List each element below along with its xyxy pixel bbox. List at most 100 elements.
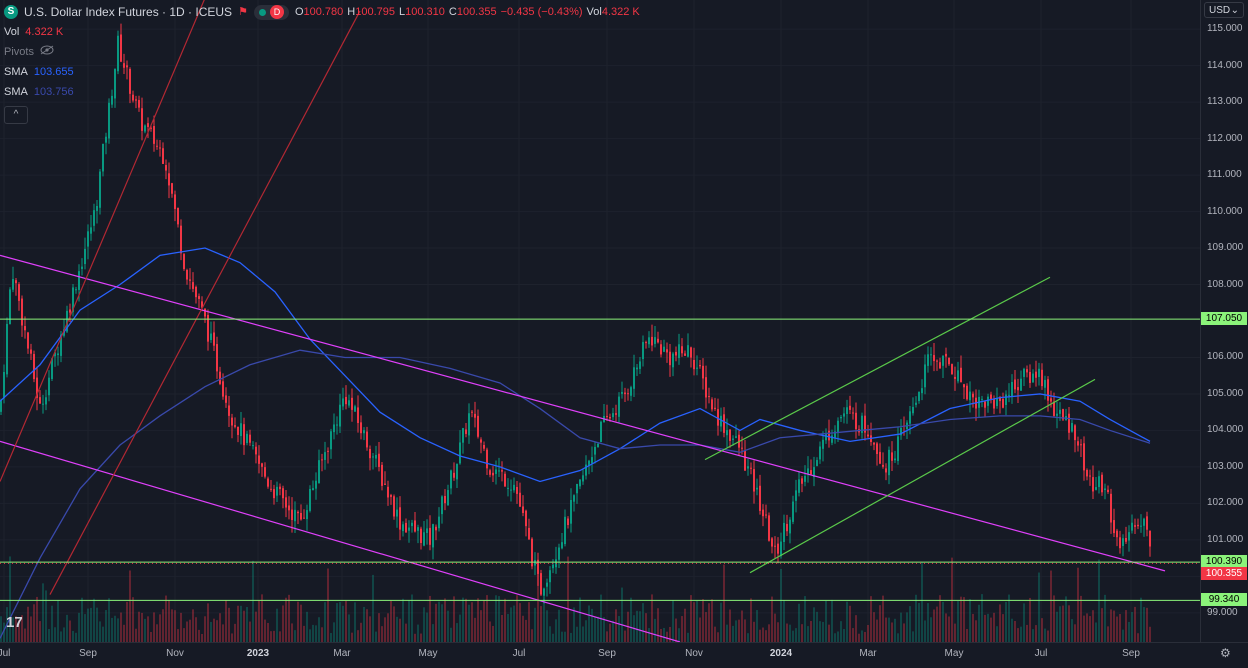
market-open-dot-icon bbox=[258, 8, 266, 16]
candle-body bbox=[675, 351, 677, 356]
candle-body bbox=[1062, 409, 1064, 420]
volume-bar bbox=[966, 629, 968, 642]
volume-bar bbox=[1092, 610, 1094, 642]
volume-bar bbox=[960, 596, 962, 642]
volume-bar bbox=[186, 621, 188, 642]
collapse-legend-button[interactable]: ^ bbox=[4, 106, 28, 124]
chart-pane[interactable]: S U.S. Dollar Index Futures · 1D · ICEUS… bbox=[0, 0, 1200, 642]
candle-body bbox=[582, 475, 584, 482]
candle-body bbox=[501, 470, 503, 472]
volume-bar bbox=[429, 595, 431, 642]
volume-bar bbox=[657, 608, 659, 642]
price-tick-label: 113.000 bbox=[1207, 96, 1243, 108]
pivots-legend[interactable]: Pivots bbox=[4, 42, 644, 62]
volume-bar bbox=[168, 600, 170, 642]
currency-button[interactable]: USD ⌄ bbox=[1204, 2, 1244, 18]
gear-icon[interactable]: ⚙ bbox=[1220, 646, 1231, 660]
candle-body bbox=[477, 415, 479, 437]
candle-body bbox=[432, 524, 434, 548]
volume-bar bbox=[978, 604, 980, 642]
volume-bar bbox=[597, 616, 599, 642]
candle-body bbox=[951, 364, 953, 375]
flag-icon[interactable]: ⚑ bbox=[238, 6, 248, 18]
chart-legend: S U.S. Dollar Index Futures · 1D · ICEUS… bbox=[4, 2, 644, 124]
candle-body bbox=[1110, 493, 1112, 523]
volume-bar bbox=[663, 627, 665, 642]
volume-bar bbox=[639, 611, 641, 642]
volume-bar bbox=[228, 607, 230, 642]
candle-body bbox=[1143, 518, 1145, 526]
sma-legend-2[interactable]: SMA 103.756 bbox=[4, 82, 644, 102]
candle-body bbox=[648, 337, 650, 345]
candle-body bbox=[201, 301, 203, 308]
candle-body bbox=[789, 519, 791, 534]
volume-bar bbox=[705, 612, 707, 642]
time-axis[interactable]: Jul Sep Nov 2023 Mar May Jul Sep Nov 2024 Mar May Ju… bbox=[0, 642, 1248, 668]
candle-body bbox=[60, 334, 62, 356]
volume-bar bbox=[696, 600, 698, 642]
candle-body bbox=[48, 377, 50, 396]
candle-body bbox=[57, 353, 59, 356]
candle-body bbox=[525, 510, 527, 527]
eye-hidden-icon[interactable] bbox=[40, 43, 54, 61]
volume-bar bbox=[180, 612, 182, 642]
candle-body bbox=[651, 336, 653, 346]
volume-bar bbox=[138, 611, 140, 642]
volume-bar bbox=[324, 602, 326, 642]
volume-bar bbox=[786, 623, 788, 642]
horizontal-level-label[interactable]: 107.050 bbox=[1201, 312, 1247, 326]
candle-body bbox=[864, 415, 866, 433]
volume-bar bbox=[858, 633, 860, 642]
candle-body bbox=[915, 402, 917, 405]
volume-bar bbox=[771, 596, 773, 642]
volume-bar bbox=[807, 626, 809, 642]
candlestick-chart[interactable] bbox=[0, 0, 1200, 642]
candle-body bbox=[354, 406, 356, 412]
volume-bar bbox=[753, 621, 755, 642]
volume-legend[interactable]: Vol 4.322 K bbox=[4, 22, 644, 42]
candle-body bbox=[102, 143, 104, 172]
volume-bar bbox=[1137, 633, 1139, 642]
symbol-row[interactable]: S U.S. Dollar Index Futures · 1D · ICEUS… bbox=[4, 2, 644, 22]
candle-body bbox=[891, 452, 893, 461]
volume-bar bbox=[366, 609, 368, 642]
candle-body bbox=[168, 173, 170, 186]
volume-bar bbox=[948, 616, 950, 642]
volume-bar bbox=[276, 608, 278, 642]
price-axis[interactable]: 115.000 114.000 113.000 112.000 111.000 110.0… bbox=[1200, 0, 1248, 642]
candle-body bbox=[843, 413, 845, 417]
market-status[interactable]: D bbox=[253, 4, 289, 20]
candle-body bbox=[993, 399, 995, 409]
volume-bar bbox=[498, 596, 500, 642]
time-tick-label: Nov bbox=[166, 648, 184, 659]
volume-bar bbox=[66, 614, 68, 642]
volume-bar bbox=[582, 626, 584, 642]
price-tick-label: 115.000 bbox=[1207, 23, 1243, 35]
time-tick-label: Mar bbox=[859, 648, 877, 659]
price-tick-label: 111.000 bbox=[1207, 169, 1242, 181]
candle-body bbox=[273, 489, 275, 499]
sma-legend-1[interactable]: SMA 103.655 bbox=[4, 62, 644, 82]
candle-body bbox=[591, 457, 593, 464]
horizontal-level-label[interactable]: 100.390 bbox=[1201, 555, 1247, 569]
candle-body bbox=[45, 397, 47, 405]
symbol-title[interactable]: U.S. Dollar Index Futures · 1D · ICEUS bbox=[24, 5, 233, 19]
candle-body bbox=[303, 517, 305, 519]
volume-bar bbox=[528, 602, 530, 642]
candle-body bbox=[804, 475, 806, 482]
last-price-label: 100.355 bbox=[1201, 567, 1247, 581]
candle-body bbox=[1122, 538, 1124, 546]
candle-body bbox=[474, 413, 476, 418]
candle-body bbox=[918, 392, 920, 402]
volume-bar bbox=[654, 618, 656, 642]
volume-bar bbox=[144, 618, 146, 642]
candle-body bbox=[672, 353, 674, 368]
candle-body bbox=[309, 488, 311, 511]
candle-body bbox=[186, 269, 188, 280]
volume-bar bbox=[1053, 595, 1055, 642]
volume-bar bbox=[411, 594, 413, 642]
candle-body bbox=[534, 560, 536, 566]
horizontal-level-label[interactable]: 99.340 bbox=[1201, 593, 1247, 607]
tradingview-logo[interactable]: 17 bbox=[6, 614, 23, 631]
volume-bar bbox=[141, 612, 143, 642]
